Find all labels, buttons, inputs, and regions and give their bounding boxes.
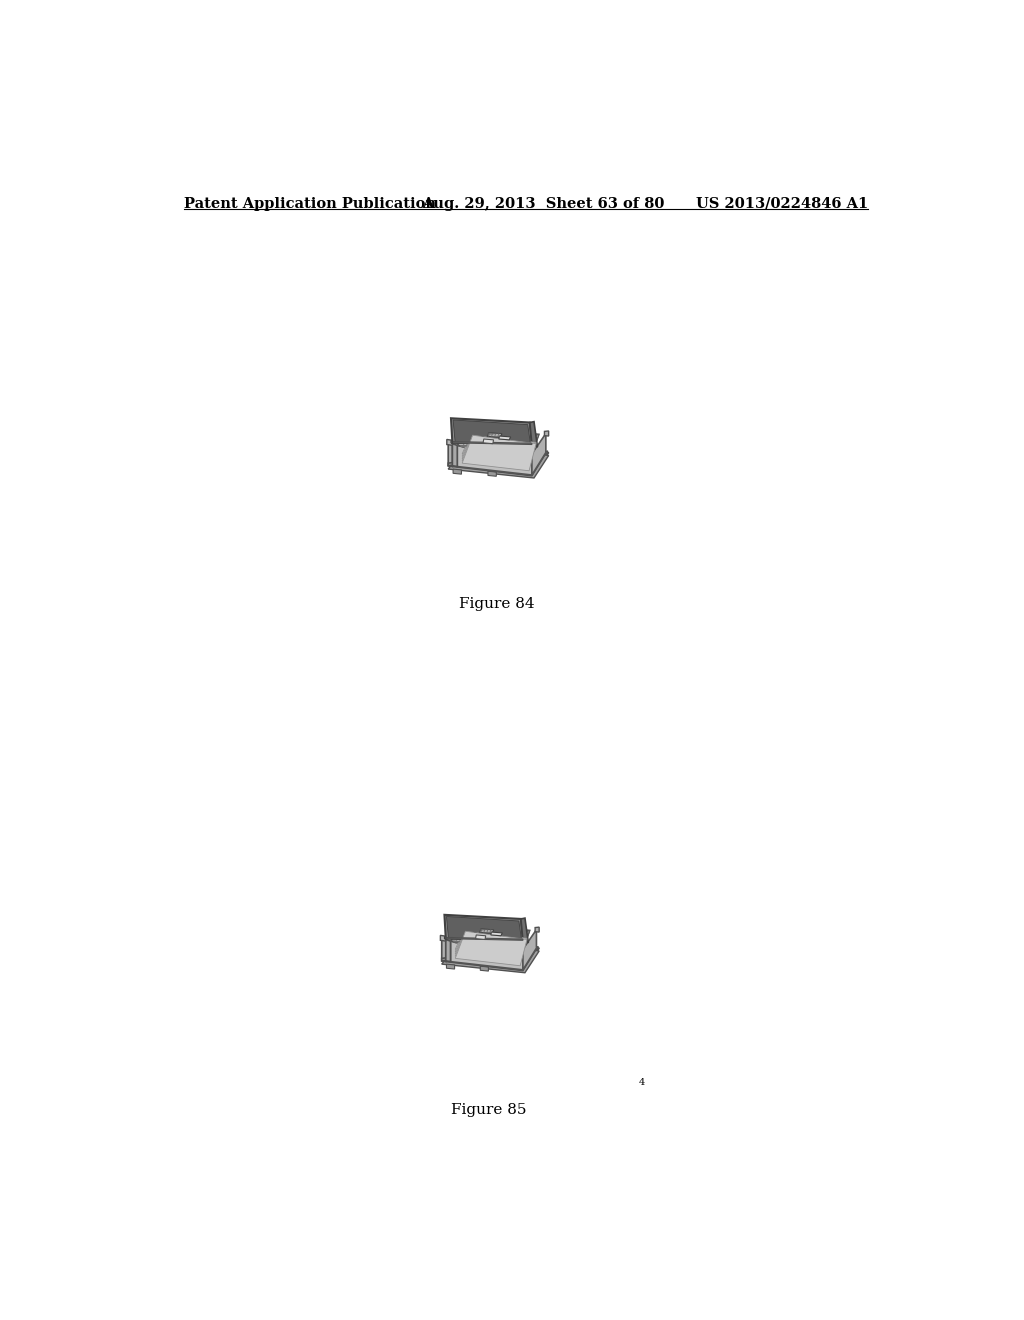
Polygon shape bbox=[441, 939, 540, 973]
Polygon shape bbox=[445, 936, 537, 970]
Polygon shape bbox=[529, 421, 538, 447]
Polygon shape bbox=[453, 440, 546, 475]
Text: Figure 84: Figure 84 bbox=[459, 597, 535, 611]
Polygon shape bbox=[520, 931, 529, 950]
Polygon shape bbox=[451, 941, 523, 970]
Polygon shape bbox=[456, 924, 527, 950]
Polygon shape bbox=[453, 442, 531, 445]
Polygon shape bbox=[461, 445, 530, 447]
Polygon shape bbox=[451, 941, 523, 950]
Polygon shape bbox=[475, 935, 485, 940]
Text: US 2013/0224846 A1: US 2013/0224846 A1 bbox=[696, 197, 868, 211]
Polygon shape bbox=[445, 937, 523, 940]
Polygon shape bbox=[449, 444, 453, 466]
Text: Aug. 29, 2013  Sheet 63 of 80: Aug. 29, 2013 Sheet 63 of 80 bbox=[423, 197, 665, 211]
Polygon shape bbox=[440, 936, 445, 941]
Polygon shape bbox=[480, 966, 488, 972]
Polygon shape bbox=[444, 937, 445, 940]
Polygon shape bbox=[523, 929, 537, 970]
Polygon shape bbox=[449, 440, 549, 475]
Polygon shape bbox=[456, 929, 527, 961]
Polygon shape bbox=[462, 434, 537, 469]
Polygon shape bbox=[462, 430, 537, 462]
Polygon shape bbox=[456, 928, 527, 960]
Polygon shape bbox=[529, 434, 539, 454]
Polygon shape bbox=[441, 940, 445, 962]
Text: Patent Application Publication: Patent Application Publication bbox=[183, 197, 436, 211]
Polygon shape bbox=[462, 432, 537, 463]
Polygon shape bbox=[483, 440, 494, 444]
Polygon shape bbox=[441, 936, 540, 970]
Polygon shape bbox=[453, 444, 458, 466]
Polygon shape bbox=[453, 469, 462, 474]
Polygon shape bbox=[451, 418, 531, 445]
Polygon shape bbox=[545, 430, 549, 436]
Polygon shape bbox=[531, 433, 546, 475]
Polygon shape bbox=[521, 919, 528, 942]
Polygon shape bbox=[449, 442, 549, 478]
Polygon shape bbox=[446, 440, 453, 445]
Polygon shape bbox=[499, 436, 511, 440]
Polygon shape bbox=[462, 436, 537, 471]
Polygon shape bbox=[462, 433, 537, 466]
Polygon shape bbox=[445, 940, 451, 962]
Polygon shape bbox=[487, 433, 502, 437]
Polygon shape bbox=[446, 964, 455, 969]
Polygon shape bbox=[458, 445, 531, 454]
Polygon shape bbox=[462, 428, 537, 454]
Polygon shape bbox=[488, 471, 497, 477]
Polygon shape bbox=[536, 927, 540, 932]
Polygon shape bbox=[451, 923, 529, 949]
Polygon shape bbox=[453, 420, 530, 444]
Polygon shape bbox=[456, 931, 527, 964]
Polygon shape bbox=[449, 451, 547, 466]
Polygon shape bbox=[444, 915, 523, 940]
Polygon shape bbox=[490, 932, 503, 936]
Text: Figure 85: Figure 85 bbox=[452, 1104, 526, 1117]
Polygon shape bbox=[456, 927, 527, 957]
Polygon shape bbox=[441, 946, 538, 961]
Polygon shape bbox=[446, 916, 521, 940]
Polygon shape bbox=[479, 929, 494, 933]
Polygon shape bbox=[458, 426, 539, 454]
Polygon shape bbox=[458, 445, 531, 475]
Polygon shape bbox=[456, 931, 527, 966]
Polygon shape bbox=[454, 941, 521, 944]
Text: 4: 4 bbox=[638, 1078, 644, 1086]
Polygon shape bbox=[451, 441, 453, 444]
